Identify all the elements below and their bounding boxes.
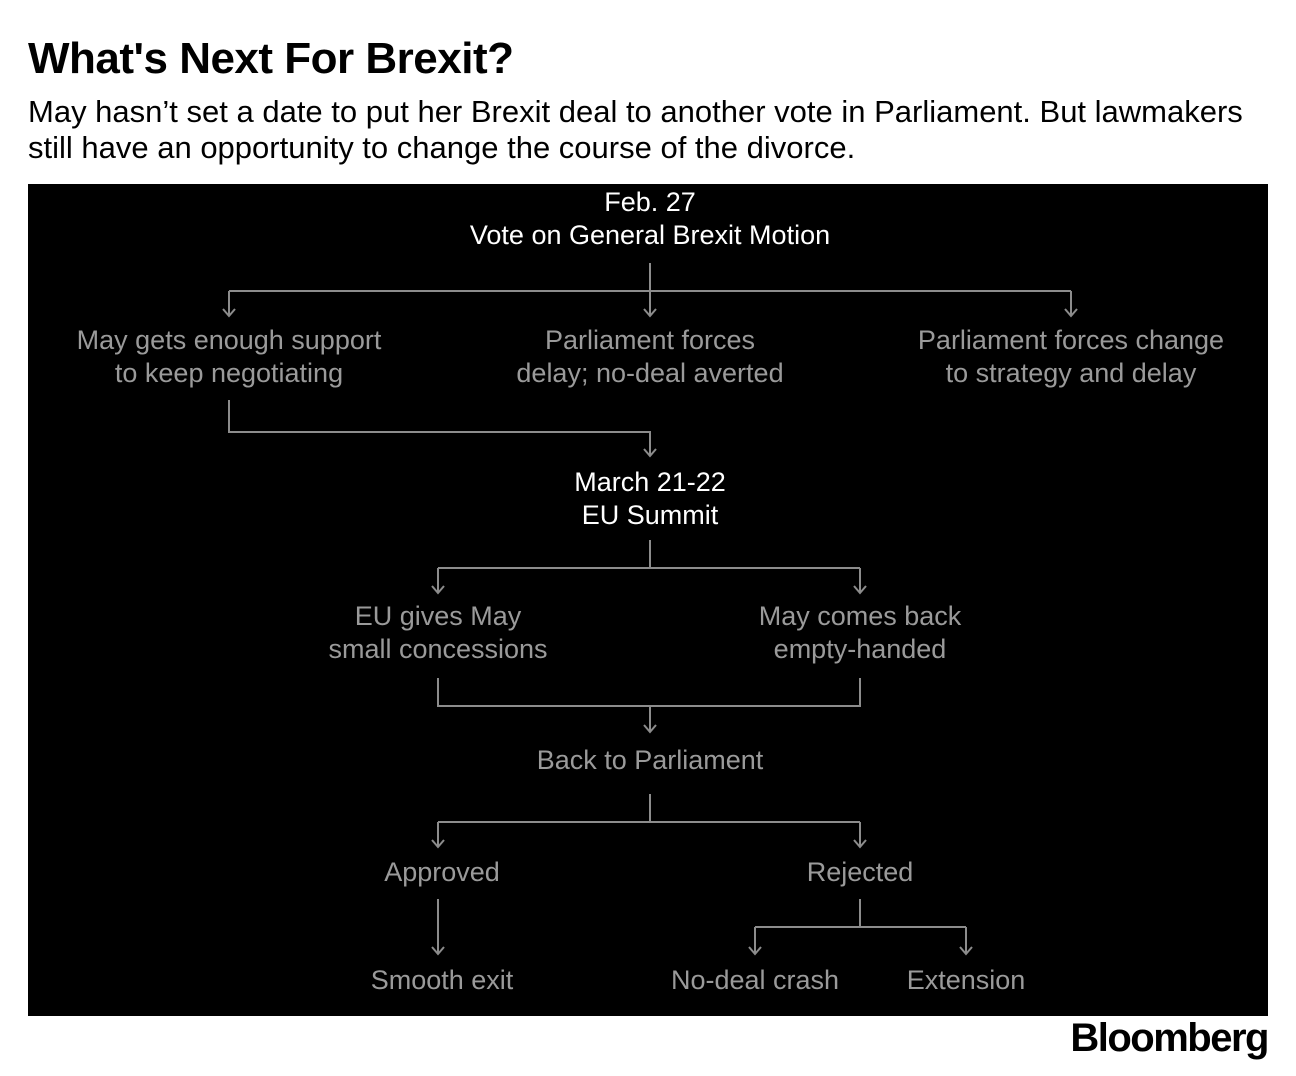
node-feb-27-vote: Feb. 27 Vote on General Brexit Motion xyxy=(470,186,830,252)
node-small-concessions: EU gives May small concessions xyxy=(328,600,547,666)
node-outcome-3-line-2: to strategy and delay xyxy=(945,358,1197,388)
node-outcome-strategy-change: Parliament forces change to strategy and… xyxy=(918,324,1224,390)
node-rejected: Rejected xyxy=(807,856,914,889)
arrowhead-empty-handed xyxy=(853,585,867,595)
arrowhead-outcome-1 xyxy=(222,308,236,318)
node-smooth-exit: Smooth exit xyxy=(371,964,514,997)
node-no-deal-crash-label: No-deal crash xyxy=(670,965,840,995)
connector-merge-to-parliament xyxy=(437,678,861,707)
node-rejected-label: Rejected xyxy=(806,857,914,887)
node-eu-summit-date: March 21-22 xyxy=(574,467,726,497)
arrowhead-outcome-2 xyxy=(643,308,657,318)
node-outcome-2-line-1: Parliament forces xyxy=(544,325,756,355)
node-eu-summit: March 21-22 EU Summit xyxy=(574,466,726,532)
node-small-concessions-line-2: small concessions xyxy=(328,634,548,664)
connector-outcome-1-to-summit xyxy=(228,400,651,456)
page-title: What's Next For Brexit? xyxy=(28,34,514,83)
connector-lines xyxy=(222,263,1078,956)
node-smooth-exit-label: Smooth exit xyxy=(370,965,514,995)
node-no-deal-crash: No-deal crash xyxy=(671,964,839,997)
bloomberg-logo: Bloomberg xyxy=(1070,1016,1269,1060)
arrowhead-concessions xyxy=(431,585,445,595)
arrowhead-approved xyxy=(431,839,445,849)
node-empty-handed-line-2: empty-handed xyxy=(773,634,947,664)
flowchart-panel: Feb. 27 Vote on General Brexit Motion Ma… xyxy=(28,184,1268,1016)
arrowhead-extension xyxy=(959,946,973,956)
node-back-to-parliament-label: Back to Parliament xyxy=(536,745,764,775)
node-outcome-2-line-2: delay; no-deal averted xyxy=(516,358,784,388)
arrowhead-summit xyxy=(643,448,657,458)
node-outcome-1-line-1: May gets enough support xyxy=(76,325,382,355)
arrowhead-parliament xyxy=(643,724,657,734)
node-eu-summit-label: EU Summit xyxy=(581,500,719,530)
node-extension-label: Extension xyxy=(906,965,1026,995)
node-empty-handed-line-1: May comes back xyxy=(758,601,962,631)
node-outcome-1-line-2: to keep negotiating xyxy=(114,358,344,388)
node-feb-27-vote-date: Feb. 27 xyxy=(604,187,696,217)
node-outcome-3-line-1: Parliament forces change xyxy=(917,325,1225,355)
arrowhead-outcome-3 xyxy=(1064,308,1078,318)
node-outcome-delay: Parliament forces delay; no-deal averted xyxy=(516,324,783,390)
node-empty-handed: May comes back empty-handed xyxy=(759,600,962,666)
arrowhead-no-deal xyxy=(748,946,762,956)
arrowhead-rejected xyxy=(853,839,867,849)
node-back-to-parliament: Back to Parliament xyxy=(537,744,764,777)
node-outcome-keep-negotiating: May gets enough support to keep negotiat… xyxy=(77,324,382,390)
node-approved-label: Approved xyxy=(384,857,500,887)
node-feb-27-vote-label: Vote on General Brexit Motion xyxy=(469,220,831,250)
arrowhead-smooth-exit xyxy=(431,946,445,956)
node-small-concessions-line-1: EU gives May xyxy=(354,601,522,631)
node-extension: Extension xyxy=(907,964,1026,997)
node-approved: Approved xyxy=(384,856,500,889)
page-subtitle: May hasn’t set a date to put her Brexit … xyxy=(28,94,1243,165)
